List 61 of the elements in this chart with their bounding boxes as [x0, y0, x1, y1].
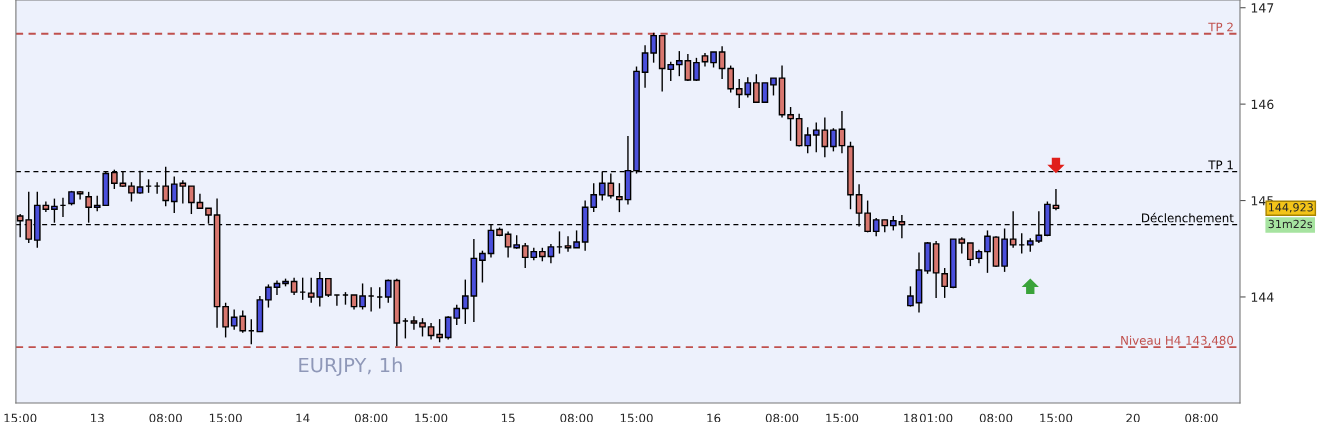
x-tick-label: 01:00: [919, 413, 953, 422]
candlestick: [787, 106, 794, 142]
x-tick-label: 08:00: [354, 413, 388, 422]
candlestick: [128, 181, 135, 203]
candlestick: [967, 242, 974, 267]
x-tick-label: 15:00: [826, 413, 859, 422]
x-tick-label: 15:00: [1040, 413, 1073, 422]
candlestick: [461, 278, 469, 325]
ref-line-label: TP 2: [1208, 22, 1233, 32]
candlestick: [616, 182, 623, 213]
candlestick: [727, 64, 735, 94]
candlestick: [907, 285, 914, 308]
x-tick-label: 08:00: [1185, 413, 1218, 422]
candlestick: [718, 45, 726, 80]
candlestick: [436, 318, 443, 343]
candlestick: [222, 302, 229, 339]
candlestick: [188, 185, 195, 215]
candlestick: [76, 190, 84, 201]
text: EURJPY, 1h: [299, 357, 402, 376]
candlestick: [479, 249, 486, 284]
candlestick: [324, 277, 332, 298]
candlestick: [650, 32, 657, 64]
ref-line-label: Déclenchement: [1142, 212, 1234, 223]
x-tick-label: 15:00: [415, 413, 448, 422]
candlestick: [830, 127, 837, 153]
candlestick: [684, 53, 692, 82]
candlestick: [984, 229, 991, 274]
x-tick-label: 08:00: [765, 413, 799, 422]
x-tick-label: 20: [1126, 413, 1140, 422]
x-tick-label: 13: [91, 413, 104, 422]
y-tick-label: 144: [1251, 292, 1274, 302]
x-tick-label: 15:00: [620, 413, 653, 422]
candlestick: [590, 182, 598, 213]
candlestick: [410, 315, 418, 331]
candlestick: [641, 44, 649, 89]
x-tick-label: 15:00: [209, 413, 242, 422]
candlestick: [273, 279, 281, 296]
x-tick-label: 08:00: [149, 413, 182, 422]
candlestick: [941, 267, 949, 299]
y-tick-label: 146: [1251, 99, 1274, 110]
text: 31m22s: [1268, 219, 1313, 229]
x-tick-label: 14: [296, 413, 310, 422]
candlestick: [753, 73, 760, 103]
candlestick: [359, 282, 366, 311]
x-tick-label: 08:00: [979, 413, 1013, 422]
candlestick: [504, 230, 512, 259]
y-tick-label: 147: [1251, 3, 1274, 13]
ref-line-label: Niveau H4 143,480: [1121, 335, 1234, 347]
candlestick: [564, 235, 572, 253]
candlestick: [547, 243, 555, 264]
x-tick-label: 18: [904, 413, 918, 422]
x-tick-label: 16: [707, 413, 721, 422]
candlestick: [693, 57, 700, 82]
x-tick-label: 08:00: [560, 413, 593, 422]
ref-line-label: TP 1: [1208, 160, 1233, 170]
x-tick-label: 15:00: [4, 413, 37, 422]
candlestick: [675, 50, 683, 77]
candlestick: [265, 283, 272, 309]
candlestick: [419, 317, 426, 338]
candlestick: [761, 82, 769, 103]
x-tick-label: 15: [501, 413, 515, 422]
